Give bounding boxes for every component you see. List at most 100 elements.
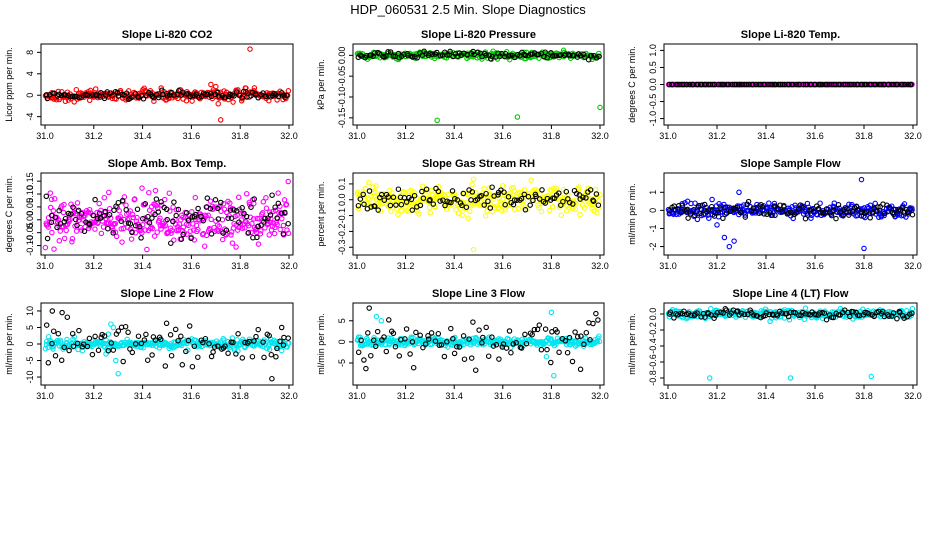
data-point	[539, 187, 545, 193]
data-point	[245, 229, 252, 236]
data-point	[146, 189, 152, 196]
data-point	[363, 365, 369, 372]
data-point	[450, 336, 456, 342]
data-point	[909, 310, 915, 317]
data-point	[403, 199, 410, 205]
data-point	[52, 214, 58, 221]
y-tick-label: -5	[25, 357, 35, 365]
data-point	[258, 228, 264, 234]
data-point	[453, 206, 459, 213]
data-point	[69, 239, 75, 245]
data-point	[844, 206, 850, 212]
data-point	[168, 230, 174, 236]
data-point	[281, 197, 288, 203]
data-point	[258, 222, 264, 228]
x-tick-label: 31.8	[231, 131, 249, 141]
data-point	[566, 199, 573, 206]
data-point	[358, 337, 364, 344]
data-point	[502, 201, 508, 208]
data-point	[489, 184, 495, 190]
x-tick-label: 31.8	[855, 261, 873, 271]
x-tick-label: 32.0	[280, 261, 298, 271]
data-point	[572, 329, 578, 335]
data-point	[508, 349, 514, 356]
data-point	[123, 207, 129, 213]
data-point	[720, 310, 726, 316]
data-point	[472, 189, 479, 196]
data-point	[522, 207, 529, 213]
x-tick-label: 31.6	[494, 131, 512, 141]
x-tick-label: 31.8	[543, 131, 561, 141]
data-point	[265, 215, 271, 221]
data-point	[481, 185, 487, 192]
data-point	[478, 199, 484, 205]
data-point	[200, 217, 207, 224]
y-tick-label: 0	[648, 208, 658, 213]
data-point	[438, 342, 445, 348]
data-point	[554, 329, 560, 335]
data-point	[804, 81, 811, 88]
data-point	[513, 340, 519, 346]
data-point	[714, 310, 720, 316]
data-point	[469, 189, 476, 195]
data-point	[456, 344, 463, 350]
data-point	[761, 81, 768, 88]
data-point-outlier	[709, 196, 715, 203]
data-point	[510, 341, 517, 347]
data-point	[175, 206, 182, 213]
data-point	[215, 216, 222, 222]
data-point	[138, 235, 144, 241]
data-point	[129, 211, 136, 218]
data-point	[134, 214, 140, 221]
y-axis-label: degrees C per min.	[627, 46, 637, 123]
data-point	[493, 342, 500, 348]
data-point	[51, 196, 58, 202]
y-tick-label: -2	[648, 243, 658, 251]
data-point	[257, 231, 264, 237]
data-point	[243, 88, 249, 95]
data-point	[92, 226, 98, 232]
data-point	[587, 337, 593, 343]
data-point	[180, 224, 187, 231]
data-point	[410, 364, 417, 371]
data-point	[683, 207, 690, 213]
data-point	[432, 51, 439, 57]
data-point	[211, 344, 218, 350]
panel-9: Slope Line 4 (LT) Flow ml/min per min. 31.…	[627, 288, 922, 401]
x-tick-label: 31.8	[543, 261, 561, 271]
data-point	[771, 200, 778, 207]
data-point	[191, 343, 198, 349]
x-tick-label: 31.4	[134, 261, 152, 271]
data-point	[155, 94, 162, 101]
data-point	[408, 196, 415, 203]
data-point	[125, 329, 131, 336]
data-point	[478, 192, 485, 199]
x-tick-label: 32.0	[280, 391, 298, 401]
x-tick-label: 31.4	[445, 261, 463, 271]
data-point	[447, 48, 453, 55]
data-point	[168, 352, 175, 359]
data-point	[208, 231, 215, 237]
data-point	[73, 86, 80, 93]
data-point-outlier	[577, 366, 584, 373]
data-point	[859, 209, 865, 216]
data-point	[576, 184, 582, 190]
data-point	[173, 212, 179, 219]
x-tick-label: 31.2	[397, 391, 415, 401]
data-point	[542, 49, 548, 55]
data-point	[875, 204, 881, 210]
data-point	[105, 220, 112, 226]
data-point	[403, 205, 409, 211]
data-point	[210, 349, 216, 355]
data-point	[386, 317, 392, 323]
data-point	[482, 212, 489, 219]
data-point	[694, 310, 700, 316]
data-point	[157, 336, 164, 343]
data-point	[595, 202, 602, 208]
data-point	[584, 192, 591, 198]
data-point	[84, 92, 91, 99]
data-point	[164, 216, 170, 223]
y-tick-label: -0.05	[25, 222, 35, 243]
data-point	[753, 81, 759, 88]
data-point	[255, 223, 261, 230]
